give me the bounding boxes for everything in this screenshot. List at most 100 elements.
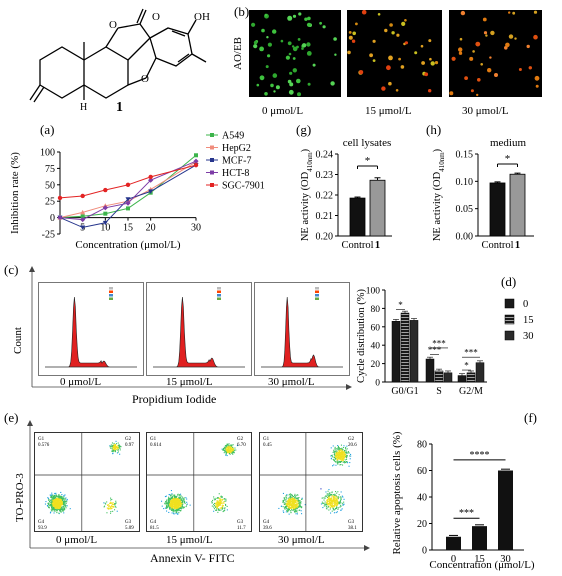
event — [336, 506, 338, 508]
event — [321, 501, 323, 503]
event — [336, 453, 338, 455]
event — [217, 505, 219, 507]
annexin-axis-label: Annexin V- FITC — [150, 551, 235, 565]
event — [225, 454, 227, 456]
event — [339, 450, 341, 452]
event — [211, 501, 213, 503]
event — [218, 493, 220, 495]
event — [108, 505, 110, 507]
event — [337, 503, 339, 505]
cell-dot — [377, 13, 381, 16]
event — [59, 508, 61, 510]
event — [295, 510, 297, 512]
cell-dot — [267, 42, 272, 47]
y-tick-label: 40 — [417, 493, 427, 504]
event — [182, 503, 184, 505]
event — [338, 455, 340, 457]
event — [235, 449, 237, 451]
event — [63, 501, 65, 503]
event — [294, 505, 296, 507]
panel-c: (c) Count 0 μmol/L 15 μmol/L 30 μmol/L — [0, 262, 352, 392]
event — [44, 503, 46, 505]
event — [218, 497, 220, 499]
event — [291, 497, 293, 499]
inhibition-line-chart: -250255075100510152030Inhibition rate (%… — [9, 131, 265, 252]
event — [66, 499, 68, 501]
event — [178, 504, 180, 506]
event — [222, 505, 224, 507]
event — [52, 508, 54, 510]
event — [294, 496, 296, 498]
event — [175, 497, 177, 499]
event — [293, 498, 295, 500]
micrograph-0 — [249, 10, 341, 97]
event — [111, 505, 113, 507]
event — [56, 512, 58, 514]
event — [216, 506, 218, 508]
event — [285, 499, 287, 501]
event — [334, 447, 336, 449]
event — [290, 506, 292, 508]
event — [50, 504, 52, 506]
event — [168, 504, 170, 506]
event — [283, 502, 285, 504]
event — [106, 507, 108, 509]
event — [288, 504, 290, 506]
cell-dot — [361, 10, 367, 15]
event — [295, 500, 297, 502]
bar-1 — [509, 173, 526, 237]
event — [283, 500, 285, 502]
event — [341, 448, 343, 450]
event — [323, 505, 325, 507]
event — [346, 452, 348, 454]
data-point — [80, 225, 86, 230]
x-tick-label-0: 0 — [451, 554, 456, 565]
cell-dot — [296, 78, 301, 84]
event — [53, 510, 55, 512]
event — [216, 509, 218, 511]
event — [332, 506, 334, 508]
event — [291, 495, 293, 497]
event — [293, 508, 295, 510]
event — [326, 499, 328, 501]
event — [111, 502, 113, 504]
event — [57, 506, 59, 508]
event — [181, 507, 183, 509]
event — [339, 458, 341, 460]
event — [182, 499, 184, 501]
event — [224, 445, 226, 447]
event — [297, 505, 299, 507]
event — [112, 502, 114, 504]
legend-swatch — [217, 287, 221, 290]
event — [295, 508, 297, 510]
structure-drawing: O O O OH H — [29, 8, 210, 113]
event — [61, 509, 63, 511]
propidium-iodide-label: Propidium Iodide — [132, 392, 217, 406]
cell-dot — [334, 53, 337, 56]
event — [173, 504, 175, 506]
event — [165, 506, 167, 508]
atom-o-carbonyl: O — [152, 11, 160, 23]
event — [291, 498, 293, 500]
q2-value: 0.97 — [125, 443, 134, 448]
event — [110, 511, 112, 513]
event — [293, 500, 295, 502]
event — [290, 504, 292, 506]
event — [54, 495, 56, 497]
event — [334, 455, 336, 457]
event — [106, 501, 108, 503]
event — [179, 504, 181, 506]
cell-dot — [307, 16, 311, 21]
event — [177, 493, 179, 495]
cell-dot — [291, 45, 295, 48]
event — [114, 503, 116, 505]
event — [176, 500, 178, 502]
event — [296, 511, 298, 513]
event — [331, 501, 333, 503]
event — [113, 449, 115, 451]
event — [230, 450, 232, 452]
event — [229, 451, 231, 453]
bar-G0/G1-30 — [409, 320, 419, 383]
event — [292, 508, 294, 510]
event — [115, 502, 117, 504]
